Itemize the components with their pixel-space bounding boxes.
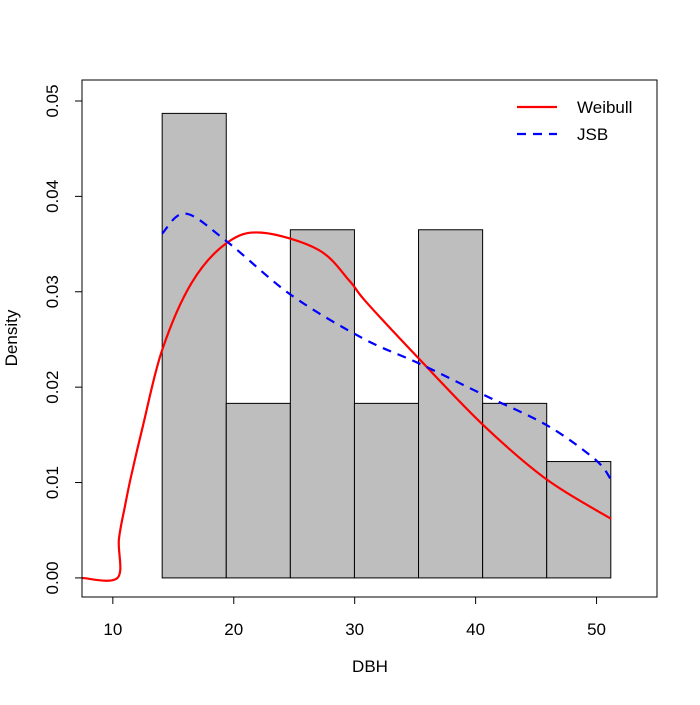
- histogram-bar: [289, 229, 355, 579]
- x-tick-label: 50: [587, 620, 606, 639]
- y-tick-label: 0.03: [43, 275, 62, 308]
- density-curves: [81, 212, 612, 582]
- y-tick-label: 0.05: [43, 84, 62, 117]
- legend-label-jsb: JSB: [577, 125, 608, 144]
- x-tick-label: 40: [466, 620, 485, 639]
- y-tick-label: 0.04: [43, 180, 62, 213]
- legend: Weibull JSB: [517, 98, 632, 144]
- y-tick-label: 0.01: [43, 466, 62, 499]
- histogram-bar: [353, 402, 420, 579]
- histogram-bar: [161, 112, 227, 579]
- histogram-bars: [161, 112, 612, 579]
- jsb-density-curve: [161, 212, 612, 481]
- histogram-bar: [418, 229, 484, 579]
- x-tick-label: 30: [345, 620, 364, 639]
- x-tick-label: 20: [224, 620, 243, 639]
- histogram-bar: [225, 402, 291, 579]
- histogram-bar: [546, 461, 612, 579]
- x-tick-label: 10: [103, 620, 122, 639]
- weibull-density-curve: [81, 231, 612, 582]
- histogram-bar: [482, 402, 548, 579]
- y-axis-label: Density: [2, 309, 21, 366]
- y-tick-label: 0.00: [43, 561, 62, 594]
- x-axis-label: DBH: [352, 657, 388, 676]
- x-axis: 10 20 30 40 50: [103, 596, 606, 639]
- y-tick-label: 0.02: [43, 371, 62, 404]
- legend-label-weibull: Weibull: [577, 98, 632, 117]
- y-axis: 0.00 0.01 0.02 0.03 0.04 0.05: [43, 84, 83, 594]
